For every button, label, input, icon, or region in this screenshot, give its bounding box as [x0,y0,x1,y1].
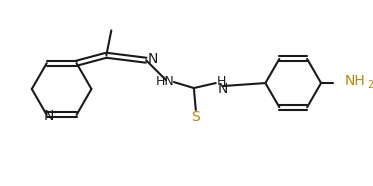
Text: N: N [44,109,54,123]
Text: NH: NH [345,74,366,88]
Text: S: S [191,110,200,124]
Text: 2: 2 [367,80,373,90]
Text: HN: HN [156,75,175,88]
Text: N: N [217,82,228,96]
Text: H: H [217,75,226,88]
Text: N: N [148,52,158,66]
